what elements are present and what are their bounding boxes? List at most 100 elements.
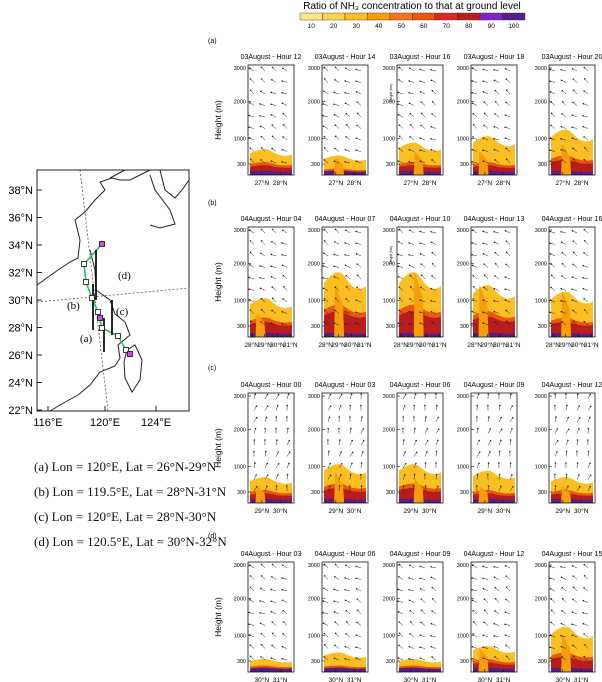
wind-vector	[349, 463, 353, 469]
wind-vector-head	[344, 102, 347, 105]
wind-vector	[421, 263, 426, 268]
wind-vector-head	[489, 439, 492, 442]
wind-vector-head	[471, 658, 473, 660]
wind-vector-head	[430, 148, 433, 151]
wind-vector-head	[281, 645, 284, 648]
wind-vector-head	[437, 416, 440, 419]
wind-vector-head	[248, 288, 250, 291]
wind-vector	[271, 241, 277, 245]
wind-vector	[561, 126, 567, 129]
wind-vector-head	[323, 240, 326, 242]
wind-vector	[473, 113, 478, 118]
wind-vector-head	[554, 404, 556, 407]
wind-vector	[484, 598, 489, 603]
x-tick-label: 30°N	[478, 676, 493, 682]
wind-vector	[323, 159, 329, 164]
wind-vector	[335, 298, 340, 303]
wind-vector	[349, 474, 351, 480]
wind-vector-head	[271, 575, 273, 578]
wind-vector	[583, 633, 589, 638]
subplot-title: 04August - Hour 04	[241, 216, 302, 223]
colorbar: Ratio of NH₃ concentration to that at gr…	[299, 1, 526, 30]
wind-vector	[584, 309, 589, 314]
y-tick-label: 300	[538, 490, 547, 496]
lon-tick-label: 124°E	[141, 417, 171, 429]
wind-vector-head	[408, 323, 410, 325]
wind-vector-head	[471, 102, 474, 105]
wind-vector-head	[356, 286, 358, 289]
wind-vector	[431, 646, 437, 649]
wind-vector-head	[555, 416, 557, 418]
wind-vector	[505, 276, 511, 280]
subplot-frame	[548, 561, 596, 673]
wind-vector	[264, 394, 268, 400]
wind-vector	[506, 252, 511, 257]
wind-vector-head	[560, 68, 562, 71]
wind-vector	[583, 623, 589, 626]
wind-vector-head	[356, 621, 358, 624]
lat-tick-label: 34°N	[8, 240, 33, 252]
wind-vector	[483, 566, 489, 569]
wind-vector	[261, 240, 266, 245]
x-tick-label: 27°N	[329, 179, 344, 187]
wind-vector-head	[397, 91, 400, 94]
wind-vector	[431, 138, 437, 141]
wind-vector	[272, 67, 277, 72]
y-tick-label: 300	[311, 490, 320, 496]
wind-vector	[572, 624, 578, 626]
wind-vector	[283, 610, 288, 615]
x-tick-label: 31°N	[283, 341, 298, 349]
wind-vector	[409, 242, 415, 245]
wind-vector-head	[561, 113, 563, 115]
wind-vector-head	[556, 451, 558, 453]
wind-vector-head	[494, 597, 497, 600]
wind-vector	[472, 242, 478, 245]
wind-vector	[587, 486, 591, 492]
wind-vector	[271, 254, 277, 257]
subplot-frame	[396, 392, 444, 504]
wind-vector-head	[437, 439, 439, 442]
y-tick-label: 300	[460, 490, 469, 496]
wind-vector-head	[498, 473, 501, 476]
wind-vector-head	[556, 428, 559, 430]
wind-vector-head	[322, 287, 325, 290]
wind-vector	[472, 298, 478, 303]
wind-vector-head	[549, 90, 552, 93]
wind-vector	[505, 611, 511, 615]
wind-vector-head	[561, 656, 563, 658]
wind-vector	[476, 474, 478, 480]
wind-vector-head	[505, 598, 507, 601]
wind-vector	[495, 252, 500, 257]
y-tick-label: 300	[460, 162, 469, 168]
wind-vector-head	[344, 310, 347, 313]
wind-vector	[272, 136, 277, 141]
wind-vector	[398, 241, 404, 245]
wind-vector	[410, 286, 415, 291]
wind-vector-head	[572, 147, 574, 150]
wind-vector-head	[582, 115, 584, 117]
wind-vector-head	[266, 474, 269, 477]
wind-vector	[250, 644, 255, 649]
wind-vector	[338, 440, 341, 446]
wind-vector	[334, 79, 340, 83]
wind-vector	[282, 68, 288, 72]
wind-vector-head	[333, 610, 336, 613]
wind-vector-head	[420, 274, 423, 277]
wind-vector-head	[560, 241, 563, 244]
wind-vector	[431, 242, 437, 245]
wind-vector-head	[344, 577, 347, 579]
wind-vector	[561, 159, 567, 164]
wind-vector	[435, 474, 437, 480]
wind-vector-head	[259, 287, 262, 290]
wind-vector-head	[414, 393, 417, 396]
wind-vector	[334, 601, 340, 603]
wind-vector-head	[571, 67, 574, 70]
wind-vector-head	[334, 78, 336, 81]
concentration-plume	[561, 292, 572, 337]
wind-vector-head	[260, 575, 263, 577]
wind-vector-head	[349, 485, 351, 487]
wind-vector-head	[561, 100, 564, 103]
subplot-title: 04August - Hour 12	[542, 382, 602, 389]
wind-vector	[272, 298, 277, 303]
wind-vector	[324, 240, 329, 245]
